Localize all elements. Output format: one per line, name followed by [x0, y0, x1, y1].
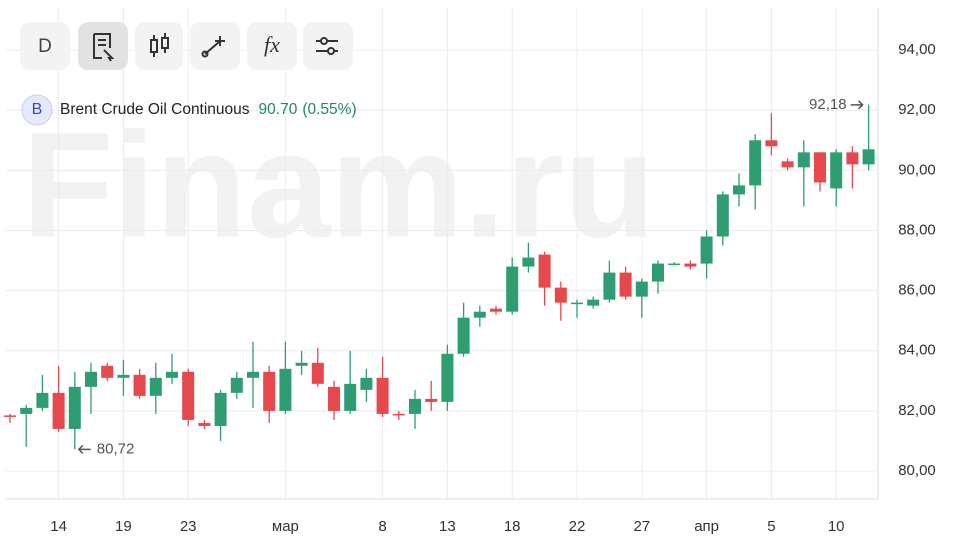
candle-body: [506, 266, 519, 312]
candle-body: [328, 386, 340, 411]
candle-body: [684, 263, 697, 267]
x-tick-label: апр: [694, 518, 719, 535]
x-tick-label: 23: [180, 518, 197, 535]
candle-body: [797, 152, 810, 168]
candle-body: [716, 194, 729, 237]
candle-body: [538, 254, 551, 288]
badge-letter: B: [32, 101, 43, 118]
candle-body: [360, 377, 373, 390]
x-tick-label: 8: [378, 518, 386, 535]
drawing-icon-dot: [201, 50, 209, 58]
candle-body: [117, 374, 130, 378]
notes-icon: [93, 33, 115, 62]
candle-body: [441, 353, 454, 402]
candle-body: [20, 407, 33, 414]
candle-body: [862, 149, 875, 165]
candle-body: [101, 365, 114, 378]
candle-body: [52, 392, 65, 429]
chart-type-button[interactable]: [135, 22, 183, 70]
x-tick-label: 27: [633, 518, 650, 535]
candle-body: [554, 287, 567, 303]
candle-body: [425, 398, 438, 402]
instrument-title: Brent Crude Oil Continuous: [60, 101, 250, 118]
candle-body: [247, 371, 259, 378]
watermark: Finam.ru: [22, 101, 655, 269]
candle-body: [311, 362, 324, 384]
candle-body: [457, 317, 470, 354]
candle-body: [814, 152, 826, 183]
y-tick-label: 90,00: [898, 161, 936, 178]
extreme-arrow: [77, 444, 91, 454]
candle-body: [198, 422, 211, 426]
settings-knob: [320, 37, 328, 45]
candles-icon: [150, 33, 169, 57]
y-tick-label: 80,00: [898, 462, 936, 479]
indicators-button[interactable]: [247, 22, 297, 70]
x-tick-label: 22: [569, 518, 586, 535]
y-tick-label: 94,00: [898, 41, 936, 58]
candle-body: [36, 392, 49, 408]
extreme-arrow: [850, 100, 864, 110]
toolbar: D fx: [20, 22, 353, 70]
candle-body: [4, 415, 16, 417]
candle-body: [344, 383, 357, 411]
last-price: 90.70: [259, 101, 298, 118]
candle-body: [230, 377, 243, 393]
candle-body: [765, 140, 778, 147]
candle-body: [263, 371, 276, 411]
y-tick-label: 88,00: [898, 221, 936, 238]
candle-body: [279, 368, 292, 411]
candle-body: [166, 371, 178, 378]
y-tick-label: 82,00: [898, 402, 936, 419]
candle-body: [409, 398, 421, 414]
plot-area: [4, 8, 878, 499]
price-change: (0.55%): [302, 101, 356, 118]
candle-body: [214, 392, 227, 426]
candle-body: [522, 257, 535, 267]
candle-body: [652, 263, 664, 282]
candle-body: [473, 311, 486, 318]
x-tick-label: 10: [828, 518, 845, 535]
candle-body: [846, 152, 859, 165]
interval-label: D: [38, 36, 52, 57]
y-tick-label: 84,00: [898, 342, 936, 359]
candle-body: [376, 377, 389, 414]
extreme-label: 92,18: [809, 96, 847, 113]
candle-body: [392, 413, 405, 416]
candle-body: [571, 302, 583, 305]
candle-body: [700, 236, 713, 264]
candle-body: [781, 161, 794, 168]
candle-body: [749, 140, 762, 186]
x-tick-label: 5: [767, 518, 775, 535]
candle-body: [603, 272, 616, 300]
x-tick-label: 14: [50, 518, 67, 535]
candle-body: [85, 371, 97, 387]
candle-body: [68, 386, 81, 429]
y-tick-label: 86,00: [898, 282, 936, 299]
x-tick-label: 19: [115, 518, 132, 535]
instrument-badge: [21, 94, 53, 126]
x-tick-label: 18: [504, 518, 521, 535]
candle-body: [733, 185, 745, 195]
candle-body: [133, 374, 146, 396]
candle-body: [149, 377, 162, 396]
candle-body: [668, 263, 681, 266]
candle-body: [182, 371, 195, 420]
candle-body: [635, 281, 648, 297]
x-tick-label: 13: [439, 518, 456, 535]
candle-body: [619, 272, 632, 297]
candle-body: [587, 299, 600, 306]
settings-knob: [327, 47, 335, 55]
x-tick-label: мар: [272, 518, 299, 535]
candle-body: [295, 362, 308, 366]
extreme-label: 80,72: [97, 440, 135, 457]
interval-button[interactable]: [20, 22, 70, 70]
indicators-label: fx: [264, 32, 280, 57]
candle-body: [830, 152, 843, 189]
settings-button[interactable]: [303, 22, 353, 70]
y-tick-label: 92,00: [898, 101, 936, 118]
candle-body: [490, 308, 502, 312]
